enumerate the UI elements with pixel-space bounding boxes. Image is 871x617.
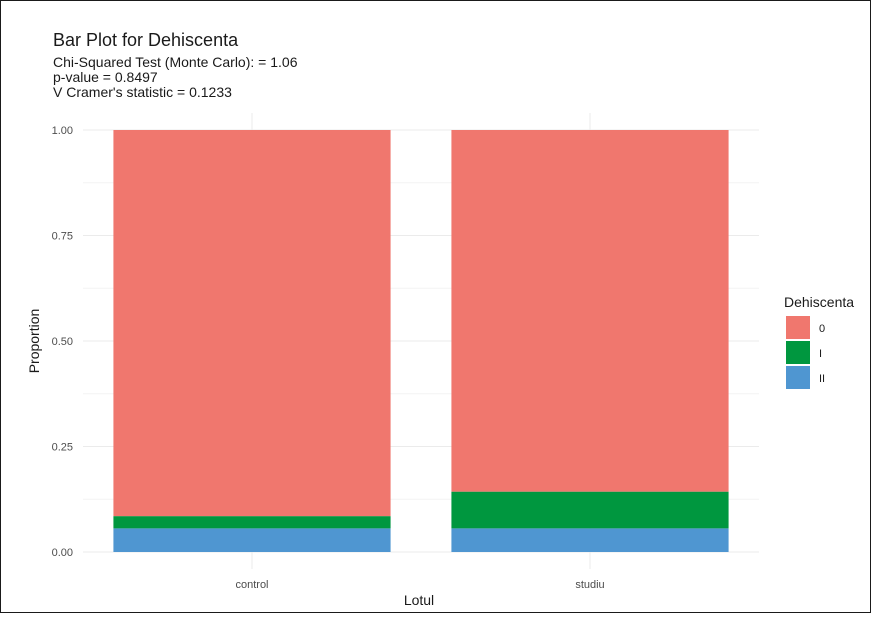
y-tick-label: 0.50 (52, 336, 73, 348)
y-tick-label: 0.25 (52, 442, 73, 454)
legend-swatch-0 (786, 316, 810, 339)
legend-title: Dehiscenta (784, 294, 854, 310)
bar-segment-studiu-0 (451, 130, 729, 492)
y-tick-labels: 0.00 0.25 0.50 0.75 1.00 (52, 125, 73, 559)
legend-swatch-II (786, 366, 810, 389)
chart-subtitle-line-2: p-value = 0.8497 (53, 69, 158, 85)
legend-label: I (819, 348, 822, 360)
legend-swatch-I (786, 341, 810, 364)
y-tick-label: 0.00 (52, 547, 73, 559)
bar-stack-group (113, 130, 729, 552)
chart-title: Bar Plot for Dehiscenta (53, 30, 239, 50)
bar-segment-control-I (113, 516, 391, 529)
y-axis-label: Proportion (26, 309, 42, 374)
bar-segment-studiu-I (451, 491, 729, 529)
y-tick-label: 0.75 (52, 231, 73, 243)
x-tick-labels: control studiu (235, 579, 604, 591)
x-tick-label: studiu (575, 579, 604, 591)
legend-label: 0 (819, 323, 825, 335)
chart-subtitle-line-1: Chi-Squared Test (Monte Carlo): = 1.06 (53, 54, 298, 70)
x-axis-label: Lotul (404, 592, 434, 608)
bar-segment-control-II (113, 528, 391, 552)
bar-segment-control-0 (113, 130, 391, 517)
chart-subtitle-line-3: V Cramer's statistic = 0.1233 (53, 84, 232, 100)
y-tick-label: 1.00 (52, 125, 73, 137)
legend-label: II (819, 373, 825, 385)
bar-segment-studiu-II (451, 528, 729, 552)
x-tick-label: control (235, 579, 268, 591)
